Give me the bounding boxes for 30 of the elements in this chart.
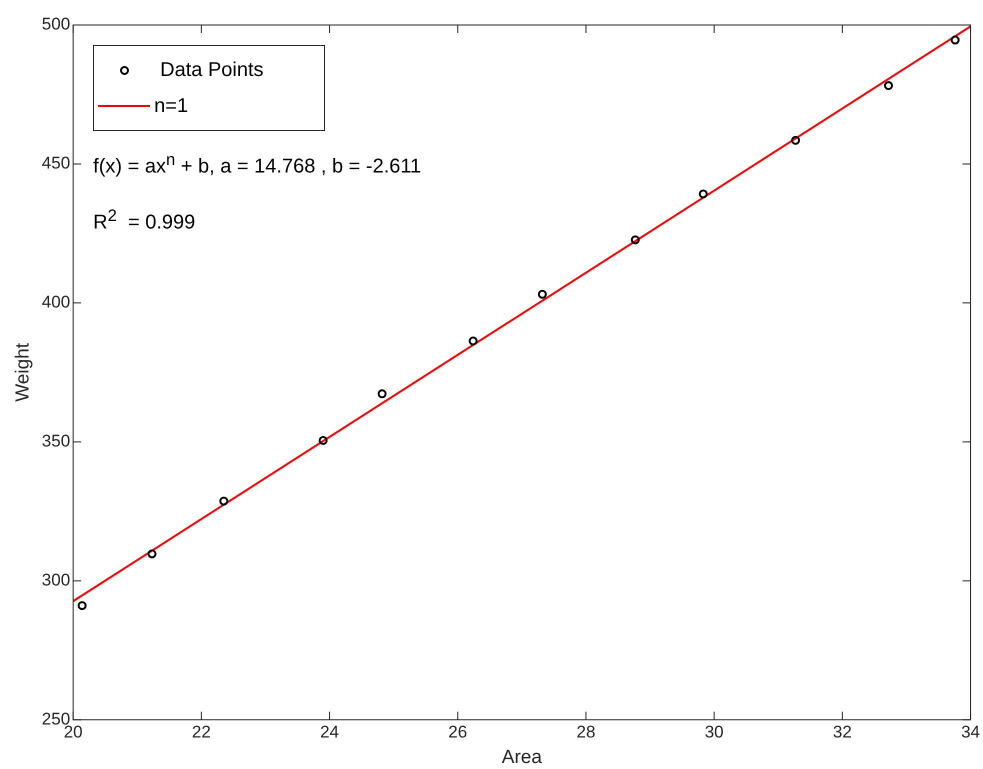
annotation: R$^{2}$ = 0.999 <box>93 206 196 235</box>
point <box>630 235 640 244</box>
legend-label: n=1 <box>154 94 188 118</box>
point <box>78 601 87 610</box>
x-tick-label: 26 <box>448 722 468 742</box>
x-tick-label: 32 <box>832 722 852 742</box>
point <box>219 496 228 506</box>
point <box>884 81 893 90</box>
point <box>538 290 547 299</box>
x-tick-label: 22 <box>192 722 211 742</box>
annotation: f(x) = ax$^{n}$ + b, a = 14.768 , b = -2.611 <box>93 150 422 179</box>
y-tick-label: 500 <box>42 14 70 34</box>
legend-label: Data Points <box>160 58 264 82</box>
point <box>378 389 387 398</box>
x-axis-title: Area <box>502 746 542 768</box>
y-tick-label: 350 <box>42 432 70 451</box>
point <box>468 336 478 346</box>
y-tick-label: 400 <box>42 292 70 312</box>
x-tick-label: 28 <box>576 722 596 742</box>
x-tick-label: 30 <box>704 722 724 742</box>
point <box>148 549 157 558</box>
x-tick-label: 24 <box>320 722 340 742</box>
point <box>950 36 960 45</box>
point <box>318 436 328 445</box>
y-axis-title: Weight <box>12 342 34 402</box>
y-tick-label: 300 <box>42 570 70 590</box>
y-tick-label: 450 <box>42 154 70 173</box>
point <box>791 136 800 145</box>
x-tick-label: 34 <box>961 722 980 742</box>
point <box>698 189 708 198</box>
